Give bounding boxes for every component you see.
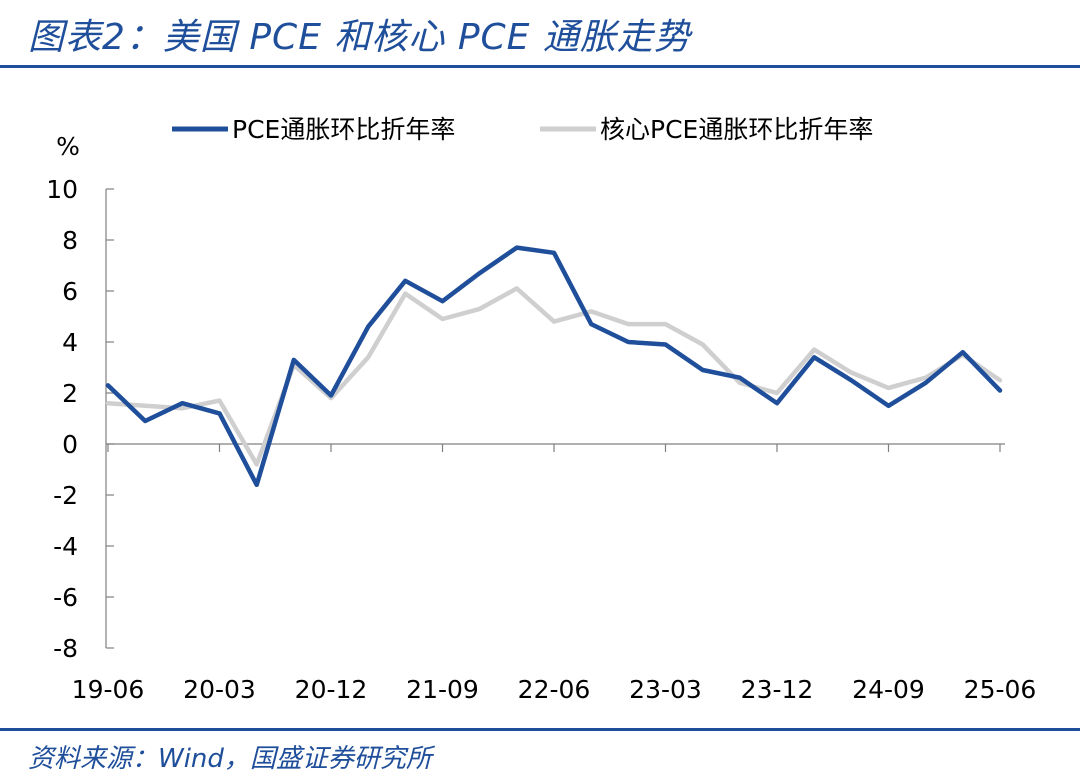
y-tick-label: 4 [62, 328, 78, 357]
legend-label-core-pce: 核心PCE通胀环比折年率 [600, 115, 873, 144]
source-note: 资料来源：Wind，国盛证券研究所 [28, 744, 432, 774]
title-divider [0, 65, 1080, 68]
y-tick-label: 8 [62, 226, 78, 255]
y-tick-label: -6 [53, 583, 78, 612]
y-tick-label: 2 [62, 379, 78, 408]
x-tick-label: 22-06 [518, 675, 591, 704]
x-tick-label: 21-09 [406, 675, 479, 704]
series-line-core-pce [105, 286, 1003, 467]
x-tick-label: 24-09 [852, 675, 925, 704]
y-axis-unit-label: % [56, 132, 80, 161]
series-line-pce [105, 245, 1003, 488]
page-title: 图表2：美国 PCE 和核心 PCE 通胀走势 [28, 17, 691, 58]
y-tick-label: 0 [62, 430, 78, 459]
x-tick-label: 19-06 [72, 675, 145, 704]
y-tick-label: -8 [53, 634, 78, 663]
footer-divider [0, 728, 1080, 731]
y-tick-label: 10 [46, 175, 78, 204]
x-tick-label: 23-12 [741, 675, 814, 704]
legend-label-pce: PCE通胀环比折年率 [232, 115, 455, 144]
x-tick-label: 25-06 [964, 675, 1037, 704]
x-tick-label: 23-03 [629, 675, 702, 704]
y-tick-label: -2 [53, 481, 78, 510]
y-tick-label: 6 [62, 277, 78, 306]
y-tick-label: -4 [53, 532, 78, 561]
x-tick-label: 20-03 [183, 675, 256, 704]
x-tick-label: 20-12 [295, 675, 368, 704]
